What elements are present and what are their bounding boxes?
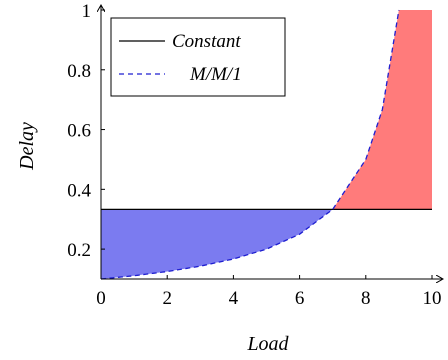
y-axis-title: Delay — [16, 122, 38, 171]
y-tick-label: 0.8 — [67, 61, 91, 82]
legend: Constant M/M/1 — [110, 17, 286, 97]
fill-region-below — [101, 209, 333, 279]
x-tick-label: 4 — [229, 288, 239, 309]
x-axis-title: Load — [246, 333, 289, 355]
x-tick-label: 2 — [162, 288, 172, 309]
y-tick-label: 0.6 — [67, 121, 91, 142]
y-tick-label: 0.2 — [67, 240, 91, 261]
ticks: 0 2 4 6 8 10 0.2 0.4 0.6 0.8 1 — [67, 1, 441, 309]
series-line-mm1 — [100, 9, 400, 280]
y-tick-label: 1 — [82, 1, 92, 22]
series-lines — [100, 9, 432, 280]
legend-box — [110, 17, 286, 97]
axes — [101, 6, 442, 279]
x-tick-label: 6 — [295, 288, 305, 309]
legend-label-constant: Constant — [172, 31, 241, 52]
x-tick-label: 8 — [361, 288, 371, 309]
x-tick-label: 10 — [423, 288, 442, 309]
x-tick-label: 0 — [96, 288, 106, 309]
legend-label-mm1: M/M/1 — [189, 64, 242, 85]
y-tick-label: 0.4 — [67, 180, 91, 201]
